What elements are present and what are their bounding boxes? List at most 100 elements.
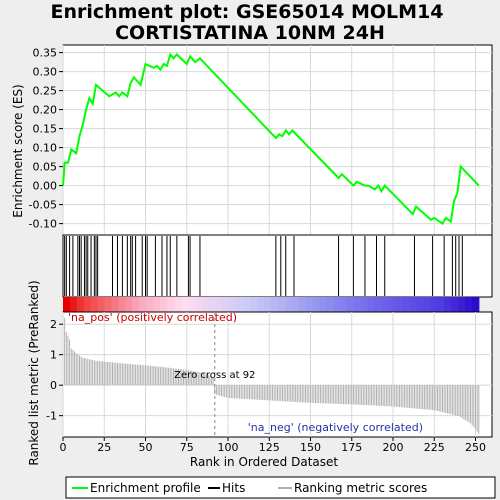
- color-bar-segment: [395, 297, 404, 312]
- hit-markers: [64, 236, 463, 296]
- color-bar-segment: [263, 297, 272, 312]
- color-bar-segment: [444, 297, 452, 312]
- color-bar-segment: [437, 297, 445, 312]
- rank-color-bar: [63, 297, 480, 312]
- x-ticks: 0 25 50 75 100 125 150 175 200 225 250: [60, 437, 486, 454]
- es-ytick-label: -0.10: [29, 218, 57, 231]
- legend-metric-label: Ranking metric scores: [294, 481, 427, 495]
- color-bar-segment: [340, 297, 348, 312]
- color-bar-segment: [236, 297, 244, 312]
- color-bar-segment: [451, 297, 459, 312]
- color-bar-segment: [430, 297, 438, 312]
- color-bar-segment: [257, 297, 265, 312]
- color-bar-segment: [388, 297, 397, 312]
- es-y-axis-label: Enrichment score (ES): [11, 84, 25, 217]
- metric-ytick-label: 2: [50, 318, 57, 331]
- color-bar-segment: [160, 297, 168, 312]
- color-bar-segment: [132, 297, 140, 312]
- metric-y-ticks: 2 1 0 -1: [46, 318, 63, 423]
- xtick-label: 175: [341, 441, 362, 454]
- color-bar-segment: [166, 297, 175, 312]
- color-bar-segment: [360, 297, 369, 312]
- neg-correlated-label: 'na_neg' (negatively correlated): [248, 421, 423, 434]
- color-bar-segment: [63, 297, 71, 312]
- color-bar-segment: [270, 297, 279, 312]
- es-ytick-label: 0.10: [33, 142, 58, 155]
- xtick-label: 200: [383, 441, 404, 454]
- color-bar-segment: [250, 297, 258, 312]
- color-bar-segment: [104, 297, 113, 312]
- color-bar-segment: [125, 297, 133, 312]
- es-ytick-label: -0.05: [29, 199, 57, 212]
- es-ytick-label: 0.00: [33, 180, 58, 193]
- metric-y-axis-label: Ranked list metric (PreRanked): [27, 280, 41, 465]
- color-bar-segment: [146, 297, 154, 312]
- xtick-label: 125: [259, 441, 280, 454]
- color-bar-segment: [298, 297, 307, 312]
- color-bar-segment: [90, 297, 99, 312]
- color-bar-segment: [69, 297, 78, 312]
- metric-ytick-label: 0: [50, 379, 57, 392]
- xtick-label: 25: [97, 441, 111, 454]
- color-bar-segment: [471, 297, 480, 312]
- color-bar-segment: [83, 297, 92, 312]
- color-bar-segment: [423, 297, 431, 312]
- enrichment-profile-line: [62, 52, 480, 226]
- color-bar-segment: [374, 297, 383, 312]
- color-bar-segment: [367, 297, 376, 312]
- es-gridlines: [62, 45, 492, 235]
- color-bar-segment: [76, 297, 85, 312]
- color-bar-segment: [291, 297, 300, 312]
- color-bar-segment: [194, 297, 203, 312]
- color-bar-segment: [118, 297, 126, 312]
- color-bar-segment: [215, 297, 223, 312]
- metric-ytick-label: 1: [50, 349, 57, 362]
- xtick-label: 75: [180, 441, 194, 454]
- es-ytick-label: 0.35: [33, 47, 58, 60]
- color-bar-segment: [409, 297, 418, 312]
- xtick-label: 225: [424, 441, 445, 454]
- es-ytick-label: 0.05: [33, 161, 58, 174]
- pos-correlated-label: 'na_pos' (positively correlated): [68, 311, 237, 324]
- color-bar-segment: [173, 297, 182, 312]
- es-plot-area: [62, 44, 493, 236]
- xtick-label: 150: [300, 441, 321, 454]
- enrichment-profile-path: [62, 52, 480, 226]
- color-bar-segment: [111, 297, 120, 312]
- color-bar-segment: [458, 297, 466, 312]
- color-bar-segment: [305, 297, 314, 312]
- color-bar-segment: [319, 297, 327, 312]
- es-ytick-label: 0.15: [33, 123, 58, 136]
- color-bar-segment: [277, 297, 286, 312]
- color-bar-segment: [243, 297, 251, 312]
- es-ytick-label: 0.25: [33, 85, 58, 98]
- es-ytick-label: 0.20: [33, 104, 58, 117]
- color-bar-segment: [201, 297, 210, 312]
- color-bar-segment: [333, 297, 341, 312]
- color-bar-segment: [464, 297, 473, 312]
- color-bar-segment: [284, 297, 293, 312]
- color-bar-segment: [416, 297, 424, 312]
- color-bar-segment: [153, 297, 161, 312]
- zero-cross-label: Zero cross at 92: [174, 370, 255, 381]
- x-axis-label: Rank in Ordered Dataset: [190, 455, 338, 469]
- xtick-label: 0: [60, 441, 67, 454]
- color-bar-segment: [139, 297, 147, 312]
- metric-plot-area: [62, 311, 493, 438]
- xtick-label: 250: [465, 441, 486, 454]
- color-bar-segment: [180, 297, 189, 312]
- color-bar-segment: [347, 297, 355, 312]
- es-y-ticks: 0.35 0.30 0.25 0.20 0.15 0.10 0.05 0.00 -0.05 -0.…: [29, 47, 63, 231]
- color-bar-segment: [312, 297, 321, 312]
- xtick-label: 50: [139, 441, 153, 454]
- metric-gridlines: [62, 312, 492, 437]
- color-bar-segment: [97, 297, 106, 312]
- xtick-label: 100: [218, 441, 239, 454]
- color-bar-segment: [222, 297, 230, 312]
- chart-title-line1: Enrichment plot: GSE65014 MOLM14: [50, 1, 443, 23]
- color-bar-segment: [208, 297, 217, 312]
- chart-title-line2: CORTISTATINA 10NM 24H: [115, 22, 385, 44]
- color-bar-segment: [326, 297, 334, 312]
- color-bar-segment: [402, 297, 411, 312]
